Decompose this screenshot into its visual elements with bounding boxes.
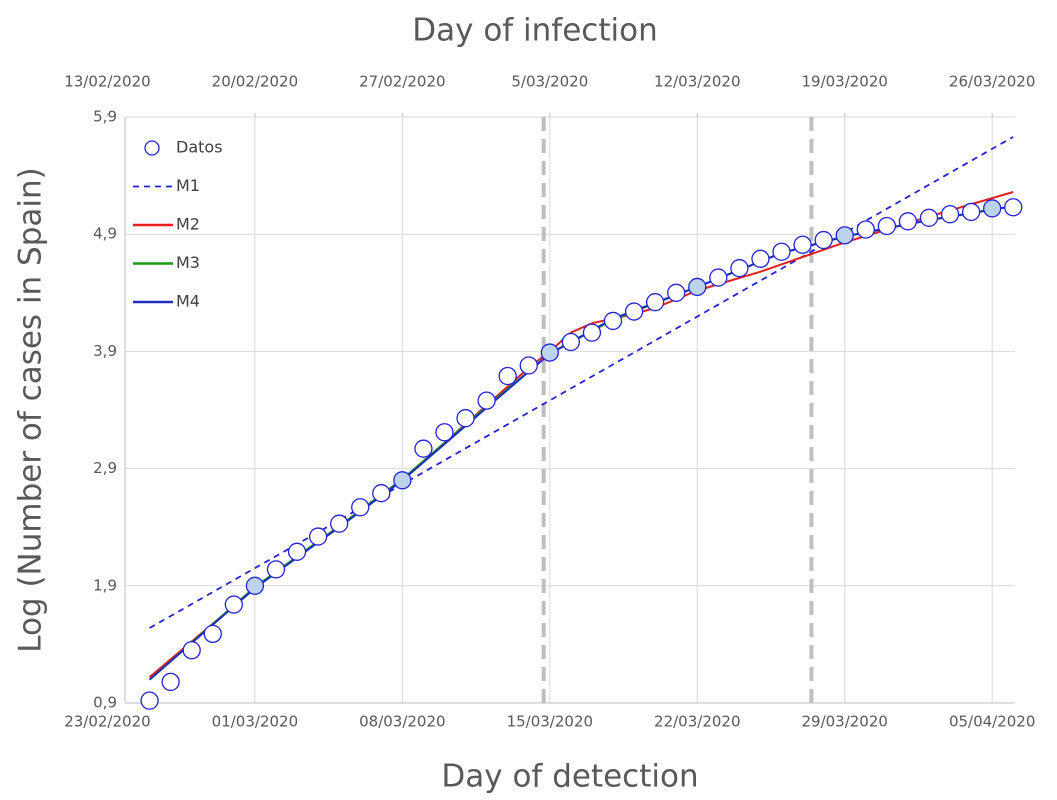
x-axis-title: Day of detection (441, 759, 698, 795)
data-point (203, 624, 222, 644)
x2-tick-label: 12/03/2020 (654, 73, 740, 91)
x-tick-label: 23/02/2020 (64, 713, 150, 731)
data-point (224, 595, 243, 614)
x-tick-label: 22/03/2020 (654, 713, 740, 731)
data-point (477, 391, 496, 410)
data-point (877, 216, 897, 236)
data-point (919, 208, 939, 227)
data-point (140, 691, 159, 710)
data-point (603, 311, 623, 331)
data-point (961, 202, 981, 222)
x2-tick-label: 20/02/2020 (212, 73, 298, 91)
legend-label: M3 (176, 253, 200, 272)
x2-tick-label: 26/03/2020 (949, 73, 1035, 91)
data-point (161, 672, 180, 692)
data-point (983, 199, 1002, 218)
data-point (898, 212, 918, 231)
legend-label: M1 (176, 176, 200, 195)
y-tick-label: 0,9 (93, 694, 117, 712)
data-point (772, 242, 791, 261)
data-point (624, 302, 644, 321)
legend-label: M2 (176, 215, 200, 234)
chart-title: Day of infection (412, 13, 657, 49)
x2-tick-label: 19/03/2020 (801, 73, 887, 91)
y-tick-label: 2,9 (93, 459, 117, 477)
y-tick-label: 1,9 (93, 576, 117, 594)
y-tick-label: 4,9 (93, 225, 117, 243)
model-line (148, 191, 1014, 678)
y-tick-label: 3,9 (93, 342, 117, 360)
data-point (287, 542, 307, 561)
model-line (149, 136, 1014, 629)
y-tick-label: 5,9 (93, 108, 117, 126)
legend-label: Datos (176, 138, 223, 157)
x-tick-label: 08/03/2020 (359, 713, 445, 731)
data-point (814, 230, 833, 250)
data-point (856, 220, 875, 239)
x2-tick-label: 27/02/2020 (359, 73, 445, 91)
data-point (182, 641, 201, 660)
model-line (148, 205, 1014, 681)
legend-label: M4 (176, 292, 200, 311)
data-point (1004, 198, 1023, 217)
y-axis-title: Log (Number of cases in Spain) (13, 167, 49, 653)
data-point (519, 356, 538, 375)
data-point (940, 205, 960, 224)
data-point (835, 226, 854, 245)
x-tick-label: 29/03/2020 (801, 713, 887, 731)
data-point (645, 293, 665, 312)
data-point (330, 514, 349, 533)
data-point (561, 332, 581, 352)
data-point (793, 235, 812, 254)
data-point (266, 560, 286, 579)
data-point (393, 471, 412, 490)
x-tick-label: 05/04/2020 (949, 713, 1035, 731)
data-point (435, 423, 454, 442)
x2-tick-label: 5/03/2020 (511, 73, 588, 91)
data-point (372, 484, 391, 503)
data-point (498, 366, 517, 386)
data-point (688, 277, 707, 297)
model-line (148, 205, 1014, 681)
data-point (351, 498, 370, 517)
data-point (308, 527, 328, 546)
data-point (667, 283, 686, 302)
data-point (245, 576, 265, 595)
x-tick-label: 01/03/2020 (212, 713, 298, 731)
data-point (751, 249, 770, 268)
data-point (730, 259, 749, 278)
x-tick-label: 15/03/2020 (507, 713, 593, 731)
legend-marker (144, 140, 160, 156)
data-point (456, 409, 475, 428)
data-point (709, 268, 728, 287)
x2-tick-label: 13/02/2020 (64, 73, 150, 91)
data-point (540, 343, 559, 362)
data-point (582, 323, 602, 342)
data-point (414, 439, 433, 458)
